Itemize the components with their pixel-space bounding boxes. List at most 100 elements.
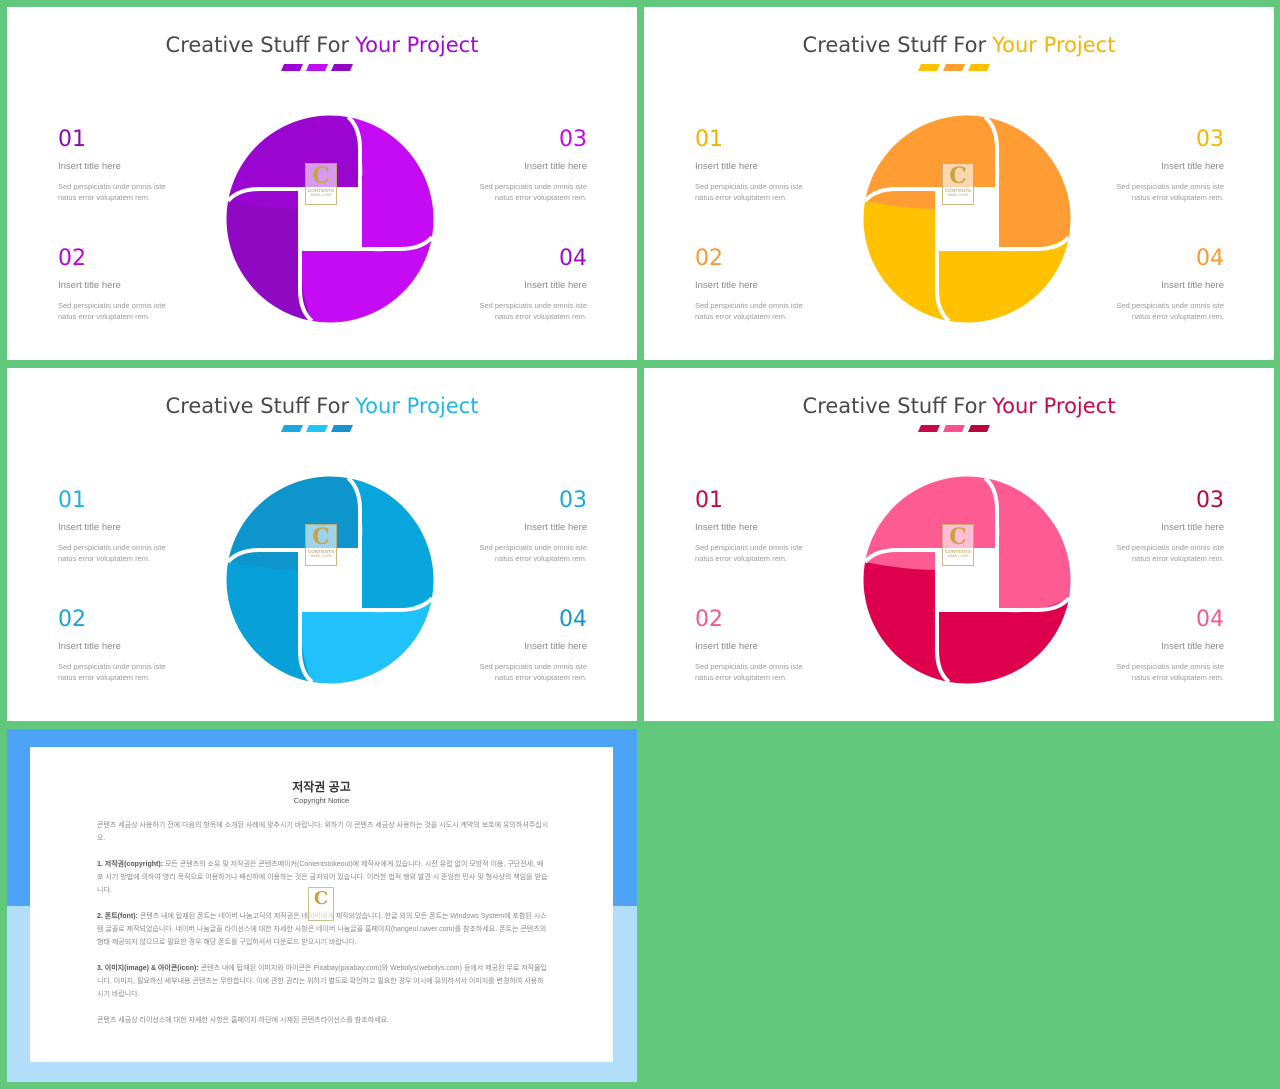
wheel-petal-bottom-right xyxy=(937,598,1069,684)
wheel-dividers xyxy=(863,476,1071,684)
slide-title: Creative Stuff For Your Project xyxy=(644,33,1274,57)
item-title: Insert title here xyxy=(695,161,758,172)
item-number: 04 xyxy=(559,607,587,632)
wheel-petal-bottom-right xyxy=(300,598,432,684)
wheel-petal-top-left xyxy=(228,115,360,229)
logo-subtext: MAKE CUSH xyxy=(947,554,969,558)
item-description: Sed perspiciatis unde omnis iste natus er… xyxy=(695,301,803,321)
copyright-section-1: 1. 저작권(copyright): 모든 콘텐츠의 소유 및 저작권은 콘텐츠… xyxy=(97,861,548,894)
slide-blue: Creative Stuff For Your Project 01 Insert… xyxy=(7,368,637,721)
wheel-dividers xyxy=(226,476,434,684)
copyright-subtitle: Copyright Notice xyxy=(293,796,350,805)
logo-letter: C xyxy=(949,163,967,189)
title-accent: Your Project xyxy=(992,394,1116,418)
slide-pink: Creative Stuff For Your Project 01 Insert… xyxy=(644,368,1274,721)
item-number: 02 xyxy=(695,607,723,632)
item-title: Insert title here xyxy=(524,280,587,291)
item-description: Sed perspiciatis unde omnis iste natus er… xyxy=(58,301,166,321)
slide-orange: Creative Stuff For Your Project 01 Insert… xyxy=(644,7,1274,360)
logo-text: CONTENTS xyxy=(944,549,972,554)
item-title: Insert title here xyxy=(1161,161,1224,172)
title-dashes xyxy=(281,64,353,71)
slide-title: Creative Stuff For Your Project xyxy=(644,394,1274,418)
shutter-wheel-diagram xyxy=(226,476,434,684)
item-01: 01 Insert title here Sed perspiciatis un… xyxy=(695,488,835,564)
item-02: 02 Insert title here Sed perspiciatis un… xyxy=(695,246,835,322)
item-03: 03 Insert title here Sed perspiciatis un… xyxy=(447,127,587,203)
item-description: Sed perspiciatis unde omnis iste natus er… xyxy=(695,182,803,202)
title-accent: Your Project xyxy=(355,33,479,57)
logo-subtext: MAKE CUSH xyxy=(310,554,332,558)
logo-letter: C xyxy=(312,163,330,189)
item-number: 02 xyxy=(58,246,86,271)
copyright-title: 저작권 공고 xyxy=(292,780,351,794)
item-02: 02 Insert title here Sed perspiciatis un… xyxy=(695,607,835,683)
item-number: 03 xyxy=(559,488,587,513)
item-03: 03 Insert title here Sed perspiciatis un… xyxy=(447,488,587,564)
item-title: Insert title here xyxy=(524,161,587,172)
title-prefix: Creative Stuff For xyxy=(802,394,987,418)
item-title: Insert title here xyxy=(524,522,587,533)
logo-letter: C xyxy=(312,524,330,550)
item-title: Insert title here xyxy=(695,280,758,291)
wheel-petal-top-left xyxy=(865,115,997,229)
item-title: Insert title here xyxy=(58,641,121,652)
title-dashes xyxy=(918,425,990,432)
logo-text: CONTENTS xyxy=(307,549,335,554)
copyright-body: 콘텐츠 세금상 사용하기 전에 다음의 항목에 소개된 사례에 맞추시기 바랍니… xyxy=(97,819,549,1040)
item-01: 01 Insert title here Sed perspiciatis un… xyxy=(58,488,198,564)
wheel-petal-bottom-left xyxy=(863,201,949,321)
item-title: Insert title here xyxy=(1161,522,1224,533)
item-description: Sed perspiciatis unde omnis iste natus er… xyxy=(1116,662,1224,682)
watermark-logo: C CONTENTS MAKE CUSH xyxy=(305,163,337,205)
item-description: Sed perspiciatis unde omnis iste natus er… xyxy=(1116,182,1224,202)
item-description: Sed perspiciatis unde omnis iste natus er… xyxy=(479,662,587,682)
title-accent: Your Project xyxy=(992,33,1116,57)
wheel-petal-top-right xyxy=(985,478,1071,610)
slide-purple: Creative Stuff For Your Project 01 Insert… xyxy=(7,7,637,360)
item-02: 02 Insert title here Sed perspiciatis un… xyxy=(58,607,198,683)
logo-letter: C xyxy=(949,524,967,550)
item-number: 02 xyxy=(695,246,723,271)
wheel-petal-top-right xyxy=(985,117,1071,249)
wheel-petal-bottom-left xyxy=(226,562,312,682)
wheel-petal-top-right xyxy=(348,117,434,249)
item-number: 01 xyxy=(695,127,723,152)
item-number: 02 xyxy=(58,607,86,632)
item-number: 03 xyxy=(1196,488,1224,513)
item-title: Insert title here xyxy=(1161,280,1224,291)
item-04: 04 Insert title here Sed perspiciatis un… xyxy=(447,246,587,322)
title-accent: Your Project xyxy=(355,394,479,418)
copyright-section-2: 2. 폰트(font): 콘텐츠 내에 탑재된 폰트는 네이버 나눔고딕의 저작… xyxy=(97,913,547,946)
item-description: Sed perspiciatis unde omnis iste natus er… xyxy=(695,662,803,682)
shutter-wheel-diagram xyxy=(226,115,434,323)
item-description: Sed perspiciatis unde omnis iste natus er… xyxy=(58,543,166,563)
copyright-paper: 저작권 공고 Copyright Notice 콘텐츠 세금상 사용하기 전에 … xyxy=(30,747,613,1062)
item-title: Insert title here xyxy=(695,641,758,652)
item-description: Sed perspiciatis unde omnis iste natus er… xyxy=(58,182,166,202)
wheel-petal-bottom-left xyxy=(226,201,312,321)
slide-title: Creative Stuff For Your Project xyxy=(7,394,637,418)
copyright-outro: 콘텐츠 세금상 라이선스에 대한 자세한 사항은 홈페이지 하단에 시재된 콘텐… xyxy=(97,1017,389,1024)
item-description: Sed perspiciatis unde omnis iste natus er… xyxy=(479,182,587,202)
item-description: Sed perspiciatis unde omnis iste natus er… xyxy=(1116,301,1224,321)
copyright-slide: 저작권 공고 Copyright Notice 콘텐츠 세금상 사용하기 전에 … xyxy=(7,729,637,1082)
wheel-petal-bottom-right xyxy=(937,237,1069,323)
title-prefix: Creative Stuff For xyxy=(165,33,350,57)
item-description: Sed perspiciatis unde omnis iste natus er… xyxy=(695,543,803,563)
item-number: 04 xyxy=(1196,246,1224,271)
wheel-dividers xyxy=(226,115,434,323)
title-prefix: Creative Stuff For xyxy=(165,394,350,418)
title-dashes xyxy=(918,64,990,71)
item-number: 04 xyxy=(1196,607,1224,632)
item-03: 03 Insert title here Sed perspiciatis un… xyxy=(1084,127,1224,203)
wheel-petal-bottom-right xyxy=(300,237,432,323)
shutter-wheel-diagram xyxy=(863,476,1071,684)
wheel-petal-top-right xyxy=(348,478,434,610)
item-01: 01 Insert title here Sed perspiciatis un… xyxy=(58,127,198,203)
wheel-dividers xyxy=(863,115,1071,323)
item-number: 03 xyxy=(1196,127,1224,152)
watermark-logo: C CONTENTS MAKE CUSH xyxy=(942,524,974,566)
item-number: 01 xyxy=(58,488,86,513)
title-prefix: Creative Stuff For xyxy=(802,33,987,57)
